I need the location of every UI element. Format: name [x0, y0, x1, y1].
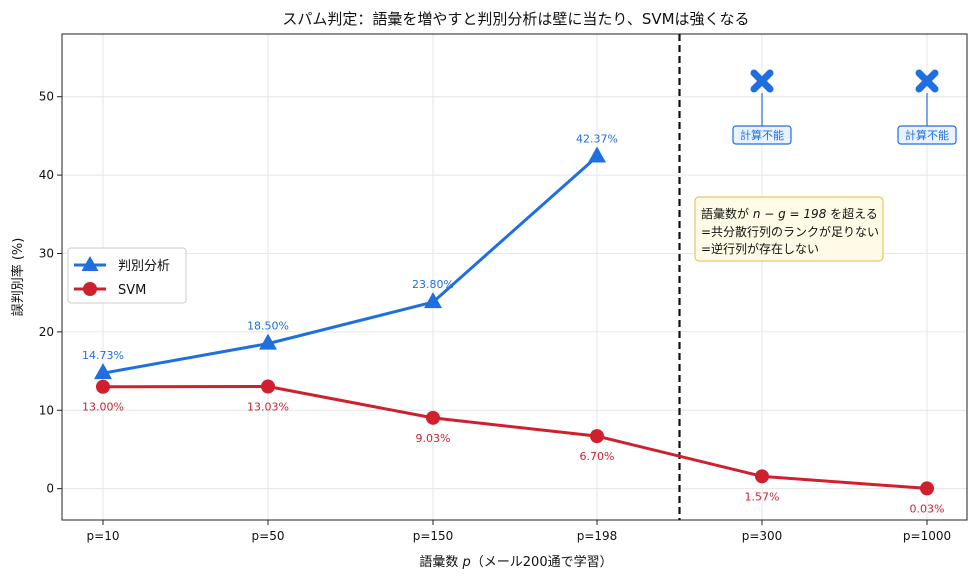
data-point-lda — [94, 363, 112, 380]
legend-marker-lda — [81, 256, 99, 271]
y-tick-label: 0 — [46, 482, 54, 496]
y-tick-label: 30 — [39, 246, 54, 260]
annotation-box — [694, 196, 884, 262]
series-line-lda — [102, 155, 598, 375]
annotation-line-2: =共分散行列のランクが足りない — [701, 224, 879, 239]
x-tick-label: p=150 — [413, 529, 454, 543]
y-tick-label: 20 — [39, 325, 54, 339]
data-label-lda: 18.50% — [247, 320, 289, 333]
y-tick-label: 50 — [39, 90, 54, 104]
data-point-lda — [588, 146, 606, 163]
data-point-lda — [424, 292, 442, 309]
x-axis-label: 語彙数 p（メール200通で学習） — [419, 554, 612, 570]
data-label-lda: 23.80% — [412, 278, 454, 291]
plot-area-frame — [61, 33, 968, 521]
legend-label-lda: 判別分析 — [118, 259, 170, 274]
callout-box — [732, 125, 792, 145]
failed-point: 計算不能 — [897, 69, 957, 145]
legend-marker-svm — [83, 282, 97, 296]
data-label-svm: 0.03% — [910, 502, 945, 515]
chart-title: スパム判定：語彙を増やすと判別分析は壁に当たり、SVMは強くなる — [282, 10, 749, 28]
legend-label-svm: SVM — [118, 283, 146, 298]
legend: 判別分析 SVM — [67, 247, 187, 304]
threshold-annotation: 語彙数が n − g = 198 を超える =共分散行列のランクが足りない =逆… — [694, 196, 884, 262]
annotation-line-1: 語彙数が n − g = 198 を超える — [701, 206, 878, 221]
x-axis: p=10 p=50 p=150 p=198 p=300 p=1000 — [87, 520, 951, 543]
y-axis-label: 誤判別率 (%) — [10, 238, 26, 317]
x-tick-label: p=198 — [577, 529, 618, 543]
data-label-svm: 6.70% — [580, 450, 615, 463]
x-tick-label: p=50 — [252, 529, 285, 543]
x-tick-label: p=10 — [87, 529, 120, 543]
data-point-lda — [259, 333, 277, 350]
y-tick-label: 10 — [39, 403, 54, 417]
data-label-svm: 13.03% — [247, 401, 289, 414]
x-tick-label: p=300 — [742, 529, 783, 543]
cross-icon — [750, 69, 774, 93]
annotation-line-3: =逆行列が存在しない — [701, 241, 819, 256]
data-label-svm: 13.00% — [82, 401, 124, 414]
data-point-svm — [426, 410, 440, 425]
data-point-svm — [261, 379, 275, 394]
series-layer: 14.73% 18.50% 23.80% 42.37% 13.00% 13.03% 9.03… — [82, 133, 944, 516]
data-point-svm — [920, 481, 934, 496]
data-point-svm — [755, 469, 769, 484]
callout-label: 計算不能 — [905, 128, 949, 142]
failed-points-layer: 計算不能 計算不能 — [732, 69, 957, 145]
data-label-lda: 14.73% — [82, 349, 124, 362]
callout-box — [897, 125, 957, 145]
y-tick-label: 40 — [39, 168, 54, 182]
data-label-svm: 9.03% — [416, 432, 451, 445]
data-label-lda: 42.37% — [576, 133, 618, 146]
grid — [62, 34, 967, 520]
failed-point: 計算不能 — [732, 69, 792, 145]
y-axis: 0 10 20 30 40 50 — [39, 90, 62, 496]
data-point-svm — [590, 429, 604, 444]
callout-label: 計算不能 — [740, 128, 784, 142]
x-tick-label: p=1000 — [903, 529, 951, 543]
data-point-svm — [96, 379, 110, 394]
series-line-svm — [102, 385, 928, 490]
data-label-svm: 1.57% — [745, 490, 780, 503]
cross-icon — [915, 69, 939, 93]
